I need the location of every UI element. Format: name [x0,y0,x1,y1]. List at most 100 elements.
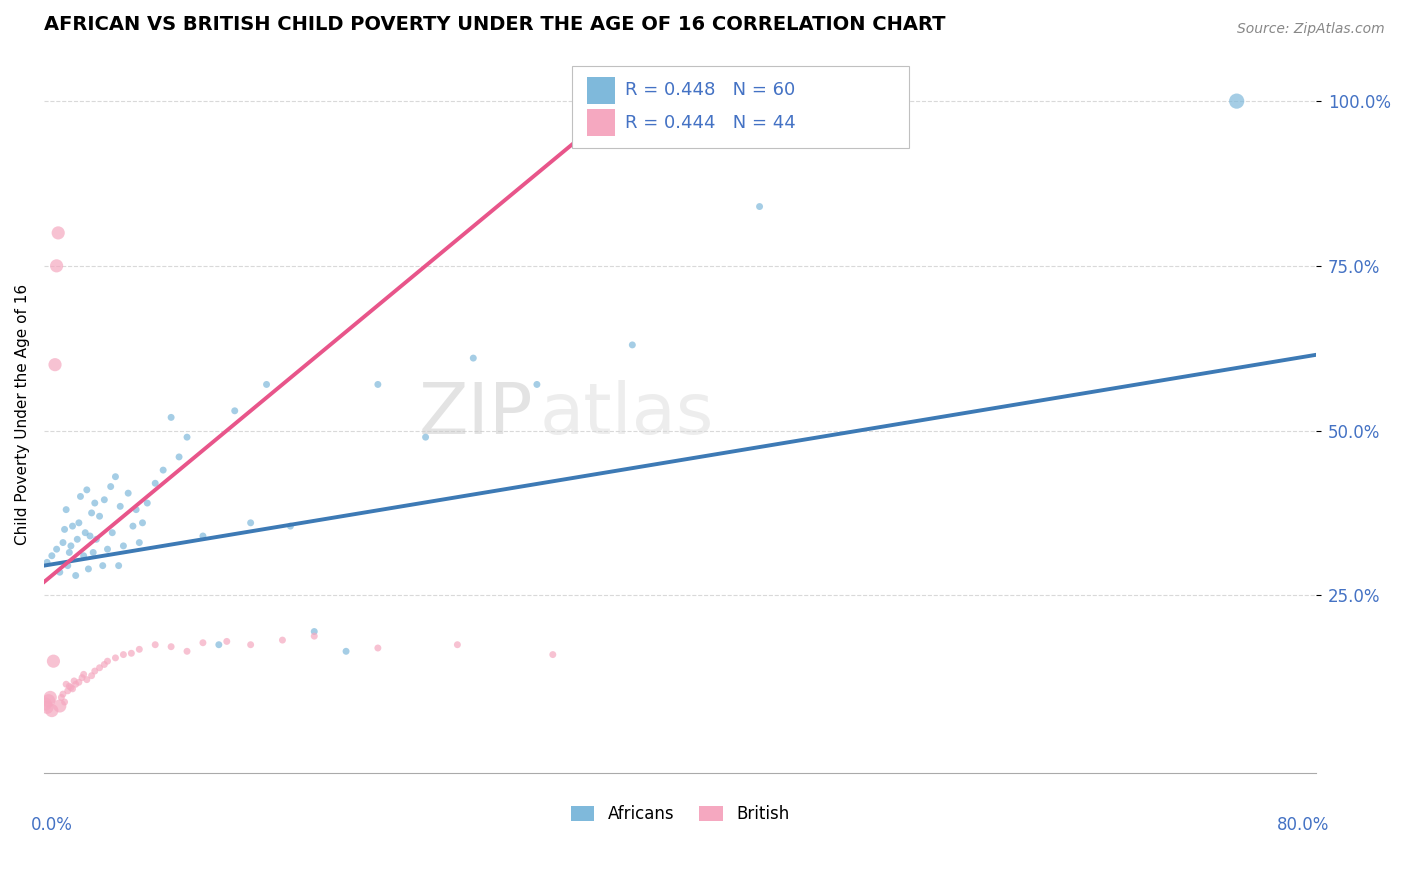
Point [44,358,66,372]
Text: R = 0.448   N = 60: R = 0.448 N = 60 [626,81,796,99]
Point [45,259,67,273]
Point [160,640,183,654]
Point [46,226,69,240]
Point [86,533,108,547]
Point [271,633,294,648]
Point [125,502,148,516]
Point [80,506,103,520]
Point [143,476,166,491]
Point [415,430,437,444]
Point [77,562,100,576]
Point [35,555,58,569]
Point [112,648,135,662]
Point [67,516,90,530]
Point [38,694,60,708]
Point [215,634,238,648]
Point [191,529,214,543]
Point [83,496,105,510]
Point [112,539,135,553]
Point [58,545,80,559]
Point [107,558,129,573]
Point [82,545,104,559]
Point [41,704,63,718]
Text: Source: ZipAtlas.com: Source: ZipAtlas.com [1237,22,1385,37]
Point [34,697,56,711]
Point [49,566,72,580]
Point [59,539,82,553]
Point [120,646,142,660]
Point [239,516,262,530]
Point [70,671,93,685]
Point [117,486,139,500]
Point [191,636,214,650]
Point [55,677,77,691]
Text: 80.0%: 80.0% [1277,816,1329,834]
Point [280,519,302,533]
Point [152,463,174,477]
Point [72,667,94,681]
Point [122,519,145,533]
Point [176,430,198,444]
Point [53,522,76,536]
Point [96,654,118,668]
Point [55,502,77,516]
Point [136,496,159,510]
Point [526,377,548,392]
Point [62,681,84,696]
Point [463,351,485,365]
Point [91,558,114,573]
Text: R = 0.444   N = 44: R = 0.444 N = 44 [626,113,796,131]
Point [104,469,127,483]
Point [39,690,62,705]
Y-axis label: Child Poverty Under the Age of 16: Child Poverty Under the Age of 16 [15,284,30,545]
Point [304,629,326,643]
Point [89,661,111,675]
Point [239,638,262,652]
Point [104,651,127,665]
Point [748,200,770,214]
Point [89,509,111,524]
Point [53,695,76,709]
Point [83,664,105,678]
Point [224,404,246,418]
Point [56,683,79,698]
Point [80,668,103,682]
Point [367,377,389,392]
Point [42,654,65,668]
Point [65,568,87,582]
Point [446,638,468,652]
Point [56,558,79,573]
Point [208,638,231,652]
Point [63,673,86,688]
Point [131,516,153,530]
Bar [588,109,616,136]
Point [304,624,326,639]
Point [45,542,67,557]
Point [52,687,75,701]
Point [49,698,72,713]
Point [335,644,357,658]
FancyBboxPatch shape [572,66,910,148]
Point [76,673,98,687]
Point [100,479,122,493]
Point [96,542,118,557]
Point [69,490,91,504]
Point [160,410,183,425]
Point [67,675,90,690]
Point [76,483,98,497]
Text: atlas: atlas [540,380,714,449]
Point [101,525,124,540]
Point [541,648,564,662]
Point [621,338,644,352]
Point [66,533,89,547]
Legend: Africans, British: Africans, British [564,798,796,830]
Point [58,679,80,693]
Point [72,549,94,563]
Point [93,492,115,507]
Point [52,535,75,549]
Point [367,640,389,655]
Text: AFRICAN VS BRITISH CHILD POVERTY UNDER THE AGE OF 16 CORRELATION CHART: AFRICAN VS BRITISH CHILD POVERTY UNDER T… [44,15,945,34]
Point [59,681,82,695]
Text: 0.0%: 0.0% [31,816,73,834]
Point [79,529,101,543]
